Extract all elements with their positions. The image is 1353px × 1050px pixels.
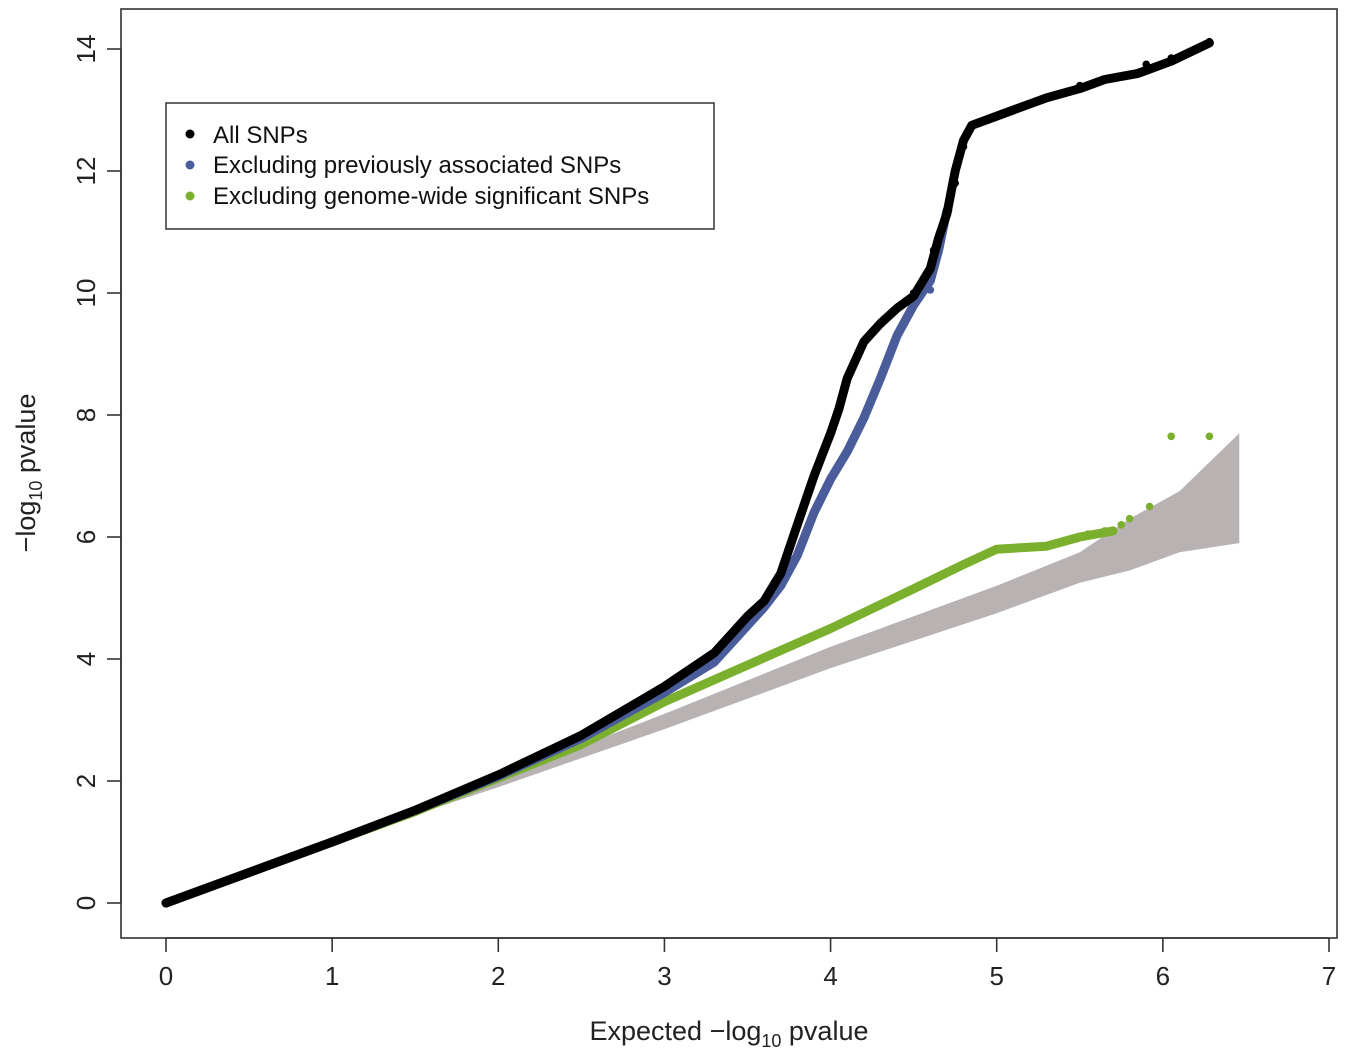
data-point	[1167, 432, 1175, 441]
data-point	[846, 442, 854, 450]
x-tick-label: 1	[325, 961, 339, 991]
data-point	[849, 435, 857, 444]
data-point	[882, 360, 890, 368]
data-point	[876, 375, 884, 383]
data-point	[873, 382, 881, 390]
series-all-snps	[161, 37, 1214, 908]
legend-marker-all-snps	[185, 129, 195, 139]
data-point	[789, 559, 798, 567]
data-point	[816, 496, 824, 504]
data-point	[885, 352, 893, 360]
y-tick-label: 12	[71, 157, 101, 186]
data-point	[801, 531, 809, 539]
series-excluding-gws	[161, 432, 1214, 908]
data-point	[891, 337, 899, 345]
y-tick-label: 4	[71, 652, 101, 666]
data-point	[929, 246, 938, 255]
data-point	[900, 319, 908, 327]
data-point	[1026, 100, 1034, 108]
legend-label-all-snps: All SNPs	[213, 122, 308, 149]
legend-label-excl-gws: Excluding genome-wide significant SNPs	[213, 183, 649, 210]
data-point	[1117, 521, 1126, 529]
data-point	[792, 553, 800, 561]
data-point	[1205, 37, 1214, 46]
data-point	[959, 142, 968, 151]
data-point	[852, 429, 860, 438]
y-tick-label: 6	[71, 530, 101, 544]
legend: All SNPs Excluding previously associated…	[165, 102, 715, 230]
data-point	[1100, 527, 1109, 535]
data-point	[807, 515, 815, 524]
legend-marker-excl-prev	[185, 160, 195, 170]
data-point	[1001, 109, 1009, 117]
data-point	[795, 546, 803, 554]
data-point	[1092, 78, 1101, 87]
x-tick-label: 2	[491, 961, 505, 991]
data-point	[858, 417, 866, 425]
data-point	[888, 344, 896, 353]
data-point	[951, 179, 959, 187]
data-point	[813, 502, 821, 510]
data-point	[870, 389, 878, 398]
y-tick-label: 8	[71, 408, 101, 422]
legend-marker-excl-gws	[185, 191, 195, 201]
y-tick-label: 2	[71, 774, 101, 788]
data-point	[909, 289, 918, 297]
data-point	[879, 368, 887, 376]
data-point	[855, 423, 863, 431]
data-point	[822, 484, 830, 492]
data-point	[938, 225, 946, 233]
data-point	[1067, 536, 1076, 544]
y-axis-title: −log10 pvalue	[11, 394, 46, 553]
legend-label-excl-prev: Excluding previously associated SNPs	[213, 152, 621, 179]
data-point	[894, 330, 902, 338]
data-point	[954, 155, 963, 163]
data-point	[1106, 527, 1114, 536]
data-point	[843, 448, 851, 456]
series-excluding-previous-trace	[161, 206, 952, 908]
x-tick-label: 7	[1322, 961, 1336, 991]
data-point	[861, 411, 869, 419]
data-point	[1076, 81, 1084, 90]
data-point	[786, 564, 795, 572]
legend-box	[165, 102, 715, 230]
x-tick-label: 4	[823, 961, 837, 991]
data-point	[804, 523, 812, 531]
data-point	[1205, 432, 1214, 441]
data-point	[903, 313, 911, 321]
data-point	[897, 324, 905, 332]
data-point	[798, 538, 806, 547]
x-tick-label: 3	[657, 961, 671, 991]
data-point	[819, 490, 827, 498]
data-point	[963, 129, 972, 137]
data-point	[1167, 54, 1175, 62]
data-point	[810, 508, 818, 516]
data-point	[1125, 514, 1134, 523]
data-point	[942, 211, 951, 219]
y-tick-label: 0	[71, 896, 101, 910]
data-point	[1145, 502, 1154, 511]
data-point	[960, 135, 969, 143]
x-axis-title: Expected −log10 pvalue	[590, 1016, 869, 1050]
x-tick-label: 0	[159, 961, 173, 991]
data-point	[906, 308, 914, 316]
data-point	[864, 404, 872, 412]
data-point	[1117, 72, 1126, 81]
data-point	[825, 478, 833, 486]
x-tick-label: 5	[989, 961, 1003, 991]
data-point	[926, 286, 935, 294]
series-excluding-previous	[161, 206, 953, 908]
data-point	[1084, 530, 1092, 538]
y-tick-label: 14	[71, 35, 101, 64]
data-point	[951, 166, 960, 174]
data-point	[867, 397, 875, 405]
data-point	[1142, 60, 1150, 69]
data-point	[945, 196, 954, 204]
y-tick-label: 10	[71, 279, 101, 308]
x-tick-label: 6	[1156, 961, 1170, 991]
